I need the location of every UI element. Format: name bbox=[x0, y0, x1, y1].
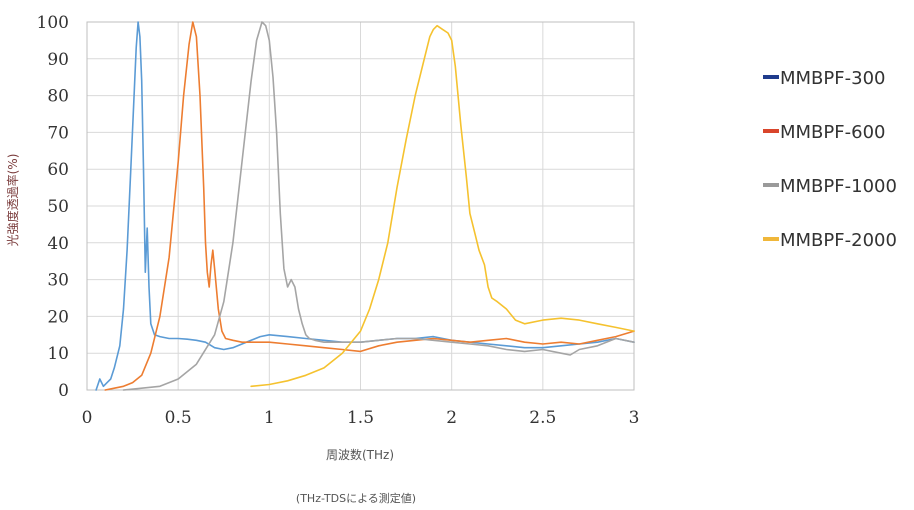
y-tick-label: 50 bbox=[47, 197, 69, 217]
legend-swatch bbox=[763, 75, 779, 79]
y-tick-label: 40 bbox=[47, 234, 69, 254]
y-axis-ticks: 0 10 20 30 40 50 60 70 80 90 100 bbox=[37, 13, 69, 401]
legend-swatch bbox=[763, 183, 779, 187]
series-line-2 bbox=[104, 21, 635, 391]
legend-label: MMBPF-600 bbox=[780, 122, 885, 143]
y-tick-label: 90 bbox=[47, 50, 69, 70]
series-line-4 bbox=[250, 24, 635, 388]
y-tick-label: 20 bbox=[47, 307, 69, 327]
y-tick-label: 60 bbox=[47, 160, 69, 180]
x-tick-label: 1.5 bbox=[347, 408, 374, 428]
y-tick-label: 70 bbox=[47, 123, 69, 143]
measurement-note: (THz-TDSによる測定値) bbox=[296, 491, 416, 505]
y-tick-label: 10 bbox=[47, 344, 69, 364]
x-axis-title: 周波数(THz) bbox=[326, 447, 394, 462]
legend-label: MMBPF-1000 bbox=[780, 176, 897, 197]
y-axis-title: 光強度透過率(%) bbox=[5, 154, 20, 247]
legend-label: MMBPF-2000 bbox=[780, 230, 897, 251]
y-tick-label: 30 bbox=[47, 271, 69, 291]
x-tick-label: 3 bbox=[629, 408, 640, 428]
chart-grid bbox=[86, 21, 635, 391]
legend-swatch bbox=[763, 129, 779, 133]
x-tick-label: 2.5 bbox=[529, 408, 556, 428]
x-tick-label: 0.5 bbox=[165, 408, 192, 428]
plot-area-frame bbox=[86, 21, 635, 391]
series-line-3 bbox=[122, 21, 635, 391]
legend-label: MMBPF-300 bbox=[780, 68, 885, 89]
legend: MMBPF-300 MMBPF-600 MMBPF-1000 MMBPF-2000 bbox=[763, 68, 897, 251]
chart-series-group bbox=[95, 21, 635, 391]
x-axis-ticks: 0 0.5 1 1.5 2 2.5 3 bbox=[82, 408, 640, 428]
x-tick-label: 0 bbox=[82, 408, 93, 428]
legend-swatch bbox=[763, 237, 779, 241]
x-tick-label: 2 bbox=[446, 408, 457, 428]
y-tick-label: 100 bbox=[37, 13, 69, 33]
x-tick-label: 1 bbox=[264, 408, 275, 428]
y-tick-label: 80 bbox=[47, 87, 69, 107]
y-tick-label: 0 bbox=[58, 381, 69, 401]
